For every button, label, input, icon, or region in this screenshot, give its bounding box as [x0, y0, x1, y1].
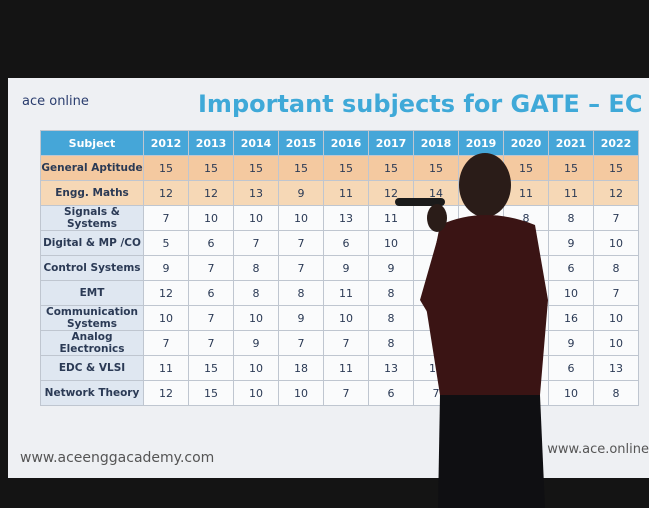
speaker	[0, 0, 649, 508]
photo: ace online Important subjects for GATE –…	[0, 0, 649, 508]
